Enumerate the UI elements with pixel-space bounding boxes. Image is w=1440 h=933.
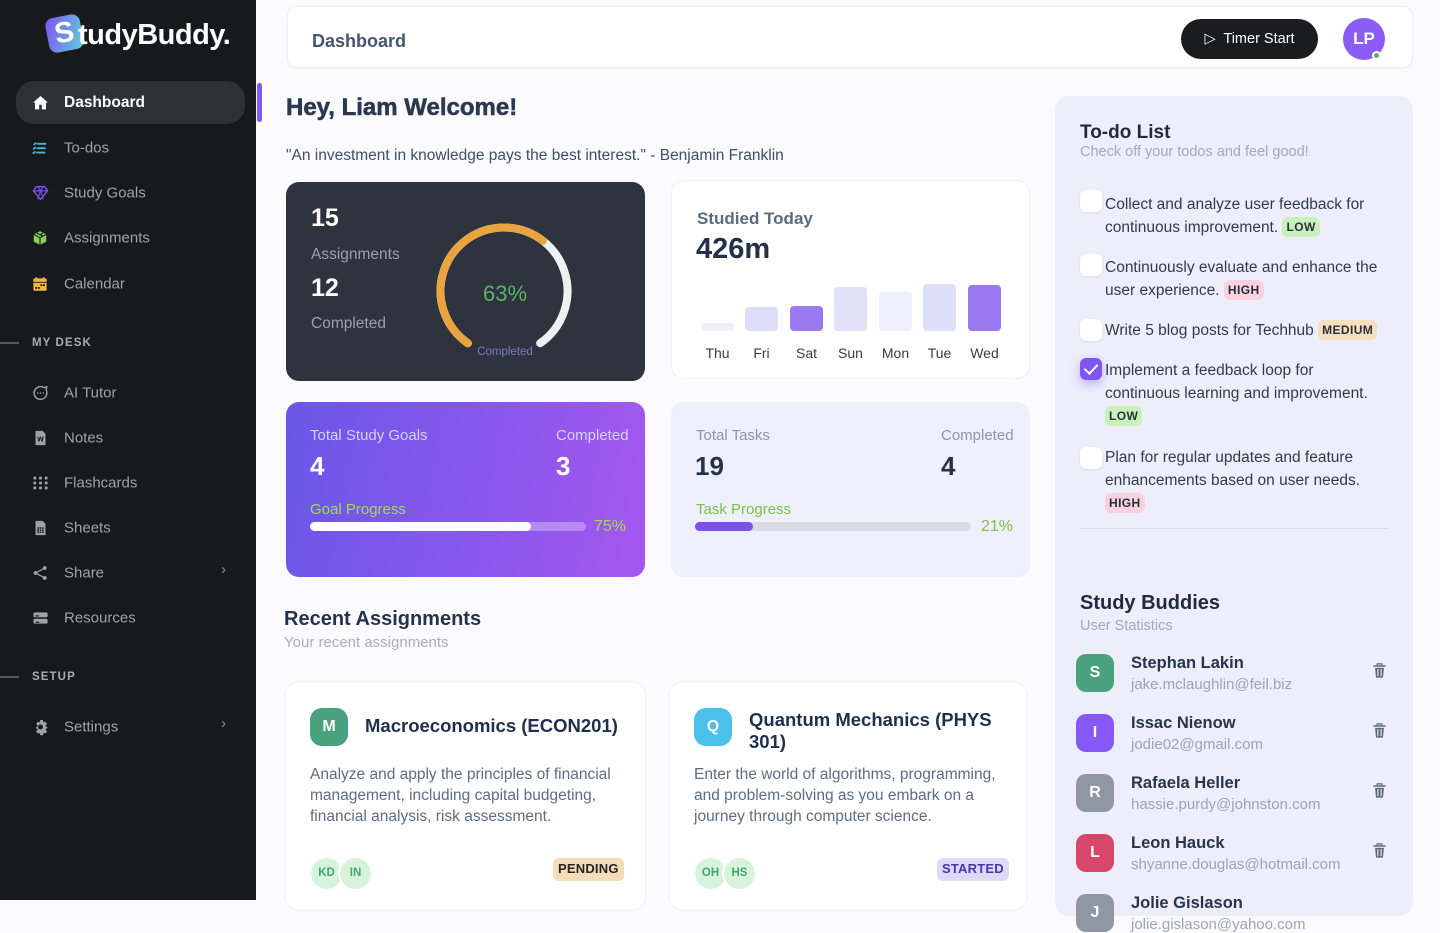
- svg-text:Completed: Completed: [477, 346, 533, 358]
- svg-text:63%: 63%: [483, 281, 527, 306]
